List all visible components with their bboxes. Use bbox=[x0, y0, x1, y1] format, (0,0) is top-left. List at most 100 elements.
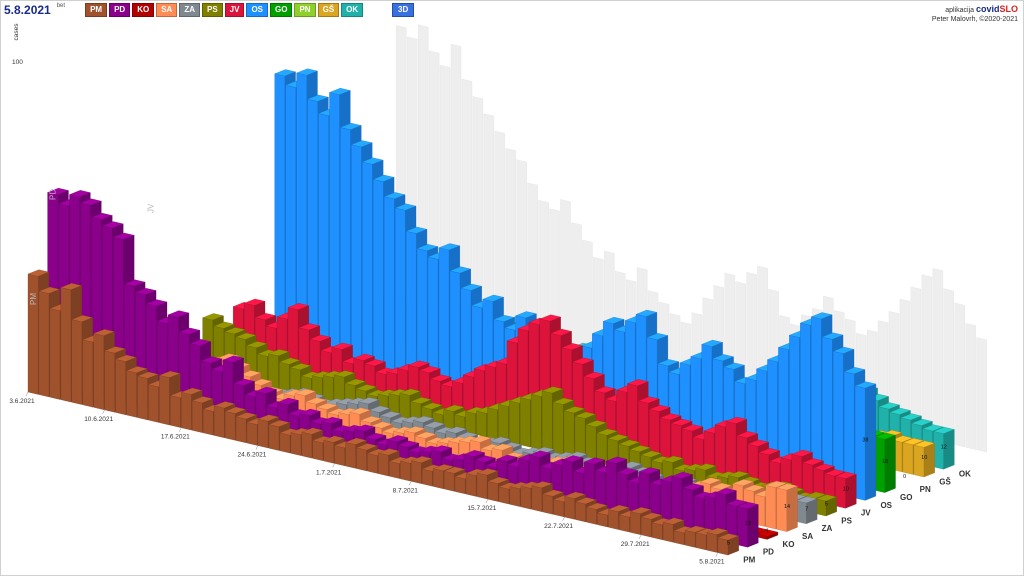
bar bbox=[913, 440, 936, 478]
bar-front bbox=[509, 400, 520, 445]
x-tick bbox=[409, 481, 412, 486]
bar-front bbox=[323, 440, 334, 464]
bar-front bbox=[443, 409, 454, 430]
region-chip-ko[interactable]: KO bbox=[132, 3, 155, 17]
bar-front bbox=[170, 395, 181, 428]
bar-front bbox=[487, 481, 499, 502]
bar-front bbox=[399, 392, 410, 420]
bar-front bbox=[854, 385, 866, 501]
bar-front bbox=[585, 424, 597, 463]
labels-layer: 3.6.2021 10.6.2021 17.6.2021 24.6.2021 1.7.2… bbox=[9, 23, 971, 566]
region-chips: PM PD KO SA ZA PS JV OS GO PN GŠ OK bbox=[85, 3, 364, 17]
bar-front bbox=[563, 410, 575, 458]
bar-front bbox=[564, 496, 575, 520]
region-chip-ok[interactable]: OK bbox=[341, 3, 364, 17]
bar-front bbox=[684, 530, 696, 548]
x-tick-label: 24.6.2021 bbox=[237, 452, 266, 459]
bar-front bbox=[432, 468, 444, 489]
x-tick-label: 8.7.2021 bbox=[393, 487, 419, 494]
region-chip-pn[interactable]: PN bbox=[294, 3, 316, 17]
bar-front bbox=[835, 476, 846, 509]
region-chip-sa[interactable]: SA bbox=[156, 3, 178, 17]
ghost-region-label: JV bbox=[147, 203, 156, 213]
bar-front bbox=[531, 394, 542, 450]
region-label: PN bbox=[920, 485, 931, 494]
bar bbox=[854, 381, 877, 501]
bar-front bbox=[373, 179, 384, 389]
bar-front bbox=[356, 447, 367, 472]
region-chip-pd[interactable]: PD bbox=[109, 3, 131, 17]
bar-front bbox=[902, 442, 914, 475]
bar-front bbox=[27, 273, 39, 395]
region-chip-jv[interactable]: JV bbox=[224, 3, 245, 17]
bar-front bbox=[181, 392, 192, 431]
brand-a: covid bbox=[975, 4, 1000, 14]
bar-front bbox=[148, 384, 159, 423]
region-label: PD bbox=[763, 548, 774, 557]
region-chip-os[interactable]: OS bbox=[246, 3, 269, 17]
latest-value-label: 5 bbox=[727, 541, 730, 547]
y-axis-label: cases bbox=[13, 23, 20, 41]
bar-front bbox=[509, 486, 521, 507]
credit-line2: Peter Malovrh, ©2020-2021 bbox=[931, 16, 1018, 23]
region-chip-pm[interactable]: PM bbox=[85, 3, 108, 17]
bar-front bbox=[71, 319, 83, 405]
bar-front bbox=[443, 471, 455, 492]
bar-front bbox=[487, 407, 498, 440]
bar-front bbox=[82, 339, 93, 408]
bar-front bbox=[411, 460, 422, 484]
bar-front bbox=[520, 397, 531, 448]
bar-front bbox=[384, 196, 395, 391]
bar bbox=[717, 533, 740, 556]
region-chip-go[interactable]: GO bbox=[270, 3, 293, 17]
x-tick bbox=[638, 534, 642, 539]
region-label: KO bbox=[782, 540, 794, 549]
region-label: GO bbox=[900, 493, 912, 502]
bar-front bbox=[597, 512, 608, 528]
latest-value-label: 5 bbox=[825, 502, 828, 508]
x-tick-label: 22.7.2021 bbox=[544, 523, 573, 530]
bar-front bbox=[454, 476, 466, 494]
region-label: JV bbox=[861, 509, 871, 518]
ghost-region-label: PM bbox=[29, 293, 38, 305]
bar-front bbox=[224, 411, 236, 441]
brand-logo[interactable]: covidSLO bbox=[976, 4, 1018, 14]
region-chip-ps[interactable]: PS bbox=[201, 3, 223, 17]
bar-front bbox=[389, 461, 400, 479]
bar-front bbox=[49, 308, 61, 400]
ghost-bar bbox=[954, 302, 965, 448]
bar bbox=[736, 502, 759, 548]
bar-front bbox=[290, 432, 302, 456]
view-3d-button[interactable]: 3D bbox=[392, 3, 415, 17]
bar-front bbox=[695, 532, 707, 551]
bar-front bbox=[552, 402, 564, 455]
bar-front bbox=[301, 431, 312, 459]
bar-front bbox=[104, 350, 115, 413]
bar-front bbox=[498, 486, 510, 505]
bar-front bbox=[362, 161, 373, 386]
bar-front bbox=[394, 207, 406, 394]
bar-front bbox=[706, 532, 718, 553]
bar-front bbox=[652, 522, 663, 540]
report-date: 5.8.2021 bbox=[4, 3, 51, 17]
latest-value-label: 10 bbox=[921, 455, 927, 461]
latest-value-label: 10 bbox=[843, 486, 849, 492]
region-chip-za[interactable]: ZA bbox=[179, 3, 200, 17]
bar-front bbox=[498, 404, 509, 443]
x-tick-label: 17.6.2021 bbox=[161, 434, 190, 441]
region-label: OS bbox=[880, 501, 892, 510]
latest-value-label: 7 bbox=[805, 506, 808, 512]
x-tick bbox=[715, 552, 719, 557]
x-tick bbox=[562, 516, 565, 522]
bar-front bbox=[115, 359, 126, 415]
bar-front bbox=[553, 499, 564, 517]
bar-front bbox=[400, 460, 411, 482]
bar-front bbox=[422, 468, 433, 487]
bar-front bbox=[465, 473, 477, 497]
x-tick bbox=[102, 409, 105, 414]
bar-front bbox=[662, 522, 674, 543]
bar-front bbox=[334, 445, 345, 466]
region-chip-gš[interactable]: GŠ bbox=[317, 3, 340, 17]
latest-value-label: 14 bbox=[784, 504, 790, 510]
bar bbox=[776, 483, 799, 532]
